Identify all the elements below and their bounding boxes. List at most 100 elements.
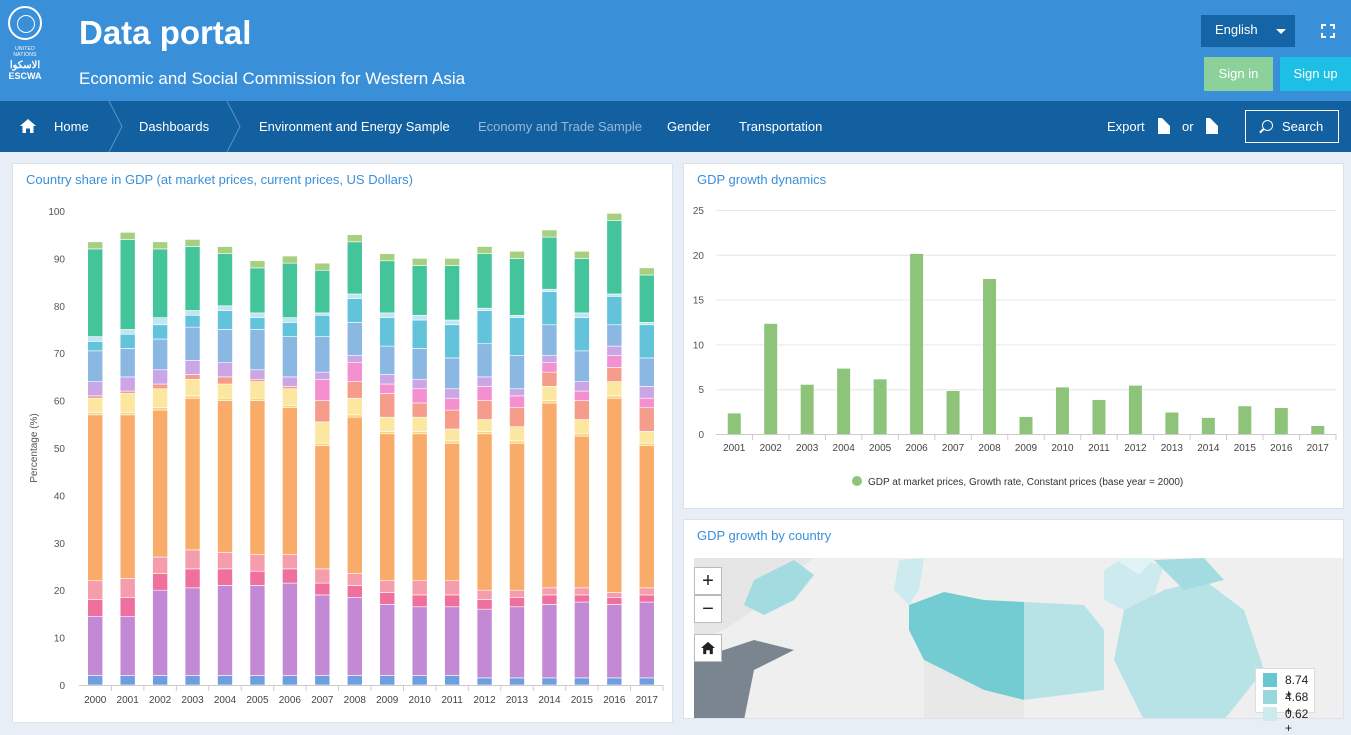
bar-segment — [476, 400, 493, 420]
map-region[interactable] — [744, 560, 814, 615]
map-home-button[interactable] — [694, 634, 722, 662]
bar-segment — [476, 343, 493, 378]
y-tick-label: 20 — [693, 251, 705, 262]
y-axis-label: Percentage (%) — [29, 413, 40, 482]
bar-segment — [119, 232, 136, 240]
growth-bar — [800, 384, 814, 434]
bar-segment — [638, 274, 655, 323]
bar-segment — [574, 587, 590, 596]
nav-gender[interactable]: Gender — [667, 119, 711, 134]
bar-segment — [379, 580, 396, 593]
bar-segment — [152, 407, 168, 411]
bar-segment — [282, 322, 298, 337]
bar-segment — [379, 345, 396, 375]
bar-segment — [184, 374, 201, 380]
y-tick-label: 90 — [54, 254, 66, 265]
bar-segment — [411, 675, 428, 686]
bar-segment — [152, 248, 168, 318]
sign-up-button[interactable]: Sign up — [1280, 57, 1351, 91]
bar-segment — [411, 431, 428, 435]
nav-environment-energy[interactable]: Environment and Energy Sample — [259, 119, 450, 134]
bar-segment — [249, 260, 266, 269]
bar-segment — [444, 324, 460, 359]
bar-segment — [509, 677, 525, 686]
fullscreen-icon[interactable] — [1321, 24, 1335, 38]
map-region[interactable] — [1114, 580, 1264, 719]
bar-segment — [249, 369, 266, 380]
bar-segment — [87, 336, 104, 342]
gdp-growth-panel: GDP growth dynamics 0 5 10 15 20 25 2001 2002 20… — [683, 163, 1344, 509]
zoom-in-button[interactable]: + — [694, 567, 722, 595]
bar-segment — [346, 414, 363, 418]
bar-segment — [184, 326, 201, 361]
bar-segment — [574, 400, 590, 420]
x-tick-label: 2014 — [1197, 443, 1220, 454]
map-region[interactable] — [1114, 558, 1154, 575]
map-region[interactable] — [909, 592, 1024, 700]
bar-segment — [606, 296, 623, 326]
bar-segment — [87, 381, 104, 397]
map-region[interactable] — [894, 558, 924, 605]
bar-segment — [638, 587, 655, 596]
bar-segment — [379, 253, 396, 262]
bar-segment — [87, 599, 104, 617]
x-tick-label: 2003 — [181, 695, 204, 706]
nav-transportation[interactable]: Transportation — [739, 119, 823, 134]
bar-segment — [87, 248, 104, 337]
country-share-title: Country share in GDP (at market prices, … — [26, 172, 413, 187]
bar-segment — [152, 589, 168, 676]
map-region[interactable] — [1024, 602, 1104, 700]
bar-segment — [249, 675, 266, 686]
y-tick-label: 15 — [693, 296, 705, 307]
growth-bar — [946, 390, 960, 434]
bar-segment — [638, 357, 655, 387]
bar-segment — [217, 397, 233, 401]
bar-segment — [119, 390, 136, 394]
bar-segment — [217, 253, 233, 307]
bar-segment — [87, 241, 104, 250]
bar-segment — [541, 402, 558, 589]
bar-segment — [217, 675, 233, 686]
x-tick-label: 2012 — [473, 695, 496, 706]
map-region[interactable] — [1154, 558, 1224, 590]
bar-segment — [379, 383, 396, 394]
bar-segment — [444, 606, 460, 676]
y-tick-label: 10 — [54, 634, 66, 645]
bar-segment — [638, 601, 655, 679]
breadcrumb-separator-icon — [226, 101, 241, 152]
bar-segment — [282, 407, 298, 555]
bar-segment — [476, 253, 493, 309]
gdp-map-panel: GDP growth by country + − — [683, 519, 1344, 719]
x-tick-label: 2006 — [905, 443, 928, 454]
legend-swatch — [1263, 673, 1277, 687]
sign-in-button[interactable]: Sign in — [1204, 57, 1273, 91]
bar-segment — [411, 594, 428, 608]
bar-segment — [119, 239, 136, 330]
bar-segment — [217, 310, 233, 330]
growth-bar — [1055, 387, 1069, 434]
home-icon[interactable] — [19, 118, 37, 134]
pdf-file-icon[interactable] — [1158, 118, 1170, 134]
excel-file-icon[interactable] — [1206, 118, 1218, 134]
bar-segment — [119, 412, 136, 416]
bar-segment — [314, 371, 331, 380]
bar-segment — [476, 433, 493, 591]
page-subtitle: Economic and Social Commission for Weste… — [79, 69, 466, 88]
bar-segment — [184, 675, 201, 686]
x-tick-label: 2010 — [1051, 443, 1074, 454]
bar-segment — [184, 587, 201, 676]
nav-economy-trade[interactable]: Economy and Trade Sample — [478, 119, 643, 134]
nav-dashboards[interactable]: Dashboards — [139, 119, 210, 134]
search-button[interactable]: Search — [1245, 110, 1339, 143]
escwa-logo[interactable]: UNITED NATIONS الاسكوا ESCWA — [4, 4, 46, 82]
bar-segment — [509, 355, 525, 390]
map-canvas[interactable] — [684, 520, 1344, 719]
bar-segment — [119, 578, 136, 598]
bar-segment — [314, 262, 331, 271]
zoom-out-button[interactable]: − — [694, 595, 722, 623]
bar-segment — [346, 416, 363, 574]
language-select[interactable]: English — [1201, 15, 1295, 47]
nav-home[interactable]: Home — [54, 119, 89, 134]
map-region[interactable] — [1104, 558, 1164, 610]
bar-segment — [574, 381, 590, 392]
